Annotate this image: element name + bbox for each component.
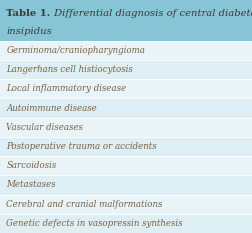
Text: Vascular diseases: Vascular diseases: [6, 123, 83, 132]
Bar: [0, 137, 252, 156]
Text: Germinoma/craniopharyngioma: Germinoma/craniopharyngioma: [6, 46, 145, 55]
Bar: [0, 214, 252, 233]
Bar: [0, 175, 252, 195]
Text: Postoperative trauma or accidents: Postoperative trauma or accidents: [6, 142, 156, 151]
Text: Differential diagnosis of central diabetes: Differential diagnosis of central diabet…: [50, 9, 252, 18]
Text: Genetic defects in vasopressin synthesis: Genetic defects in vasopressin synthesis: [6, 219, 182, 228]
Bar: [0, 41, 252, 60]
Text: Table 1.: Table 1.: [6, 9, 50, 18]
Bar: [0, 98, 252, 118]
Text: Cerebral and cranial malformations: Cerebral and cranial malformations: [6, 200, 162, 209]
Text: Local inflammatory disease: Local inflammatory disease: [6, 84, 126, 93]
Bar: [0, 156, 252, 175]
Bar: [0, 195, 252, 214]
Bar: [0, 79, 252, 99]
Bar: [0, 0, 252, 41]
Bar: [0, 118, 252, 137]
Text: Metastases: Metastases: [6, 180, 56, 189]
Text: Langerhans cell histiocytosis: Langerhans cell histiocytosis: [6, 65, 133, 74]
Bar: [0, 60, 252, 79]
Text: Autoimmune disease: Autoimmune disease: [6, 103, 97, 113]
Text: insipidus: insipidus: [6, 27, 52, 36]
Text: Sarcoidosis: Sarcoidosis: [6, 161, 56, 170]
